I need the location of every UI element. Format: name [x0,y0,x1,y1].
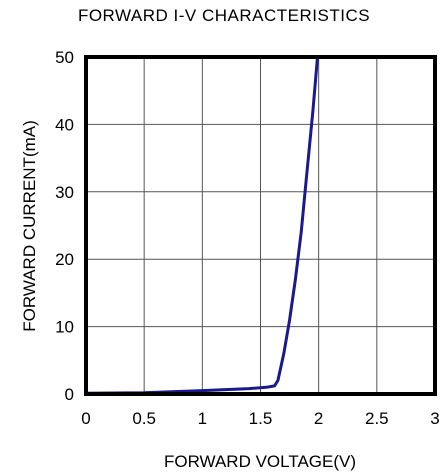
x-tick-label: 1 [198,409,207,428]
x-tick-label: 2.5 [365,409,389,428]
x-tick-label: 0.5 [132,409,156,428]
y-tick-labels: 0 10 20 30 40 50 [55,48,74,404]
y-tick-label: 30 [55,183,74,202]
y-tick-label: 0 [65,385,74,404]
y-tick-label: 10 [55,318,74,337]
plot-frame [84,55,437,396]
y-tick-label: 40 [55,115,74,134]
y-tick-label: 20 [55,250,74,269]
chart-title: FORWARD I-V CHARACTERISTICS [77,6,371,25]
y-tick-label: 50 [55,48,74,67]
series-group [85,56,319,395]
x-tick-label: 2 [314,409,323,428]
x-tick-label: 1.5 [249,409,273,428]
x-axis-label: FORWARD VOLTAGE(V) [163,452,357,471]
x-tick-label: 3 [430,409,439,428]
grid-lines [86,57,435,394]
iv-curve-line [85,56,319,395]
x-tick-label: 0 [81,409,90,428]
x-tick-labels: 0 0.5 1 1.5 2 2.5 3 [81,409,439,428]
